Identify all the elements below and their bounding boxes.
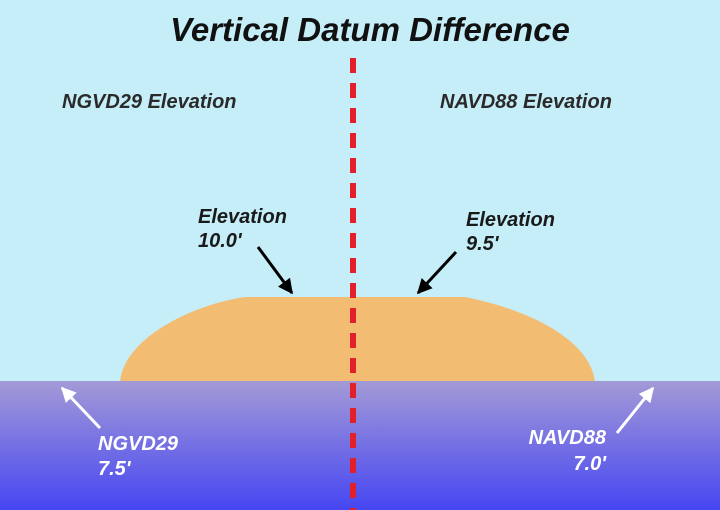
heading: NGVD29 Elevation: [62, 91, 237, 113]
land-label: Elevation: [466, 209, 555, 231]
arrow: [60, 386, 102, 430]
arrow: [615, 386, 655, 434]
water: [0, 381, 720, 510]
heading: NAVD88 Elevation: [440, 91, 612, 113]
datum-label: 7.0': [573, 453, 607, 475]
land-label: Elevation: [198, 206, 287, 228]
datum-label: NAVD88: [529, 427, 607, 449]
datum-label: NGVD29: [98, 433, 179, 455]
land-label: 9.5': [466, 233, 500, 255]
arrow: [416, 250, 458, 295]
title: Vertical Datum Difference: [170, 11, 570, 48]
land: [120, 297, 595, 383]
land-label: 10.0': [198, 230, 243, 252]
datum-label: 7.5': [98, 458, 132, 480]
arrow: [256, 246, 294, 295]
